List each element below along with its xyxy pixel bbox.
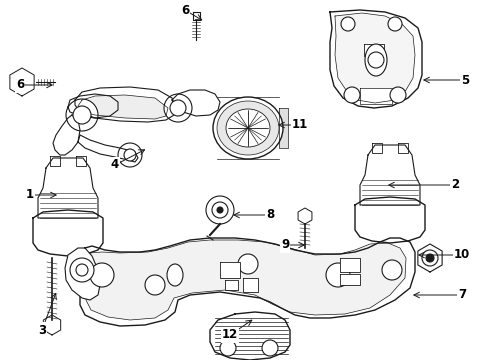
Polygon shape <box>339 274 359 285</box>
Text: 12: 12 <box>222 328 238 342</box>
Polygon shape <box>76 156 86 166</box>
Circle shape <box>205 196 234 224</box>
Text: 6: 6 <box>181 4 189 17</box>
Polygon shape <box>172 90 220 116</box>
Polygon shape <box>53 115 80 155</box>
Circle shape <box>212 202 227 218</box>
Ellipse shape <box>167 264 183 286</box>
Polygon shape <box>78 135 138 162</box>
Text: 10: 10 <box>453 248 469 261</box>
Polygon shape <box>279 108 287 148</box>
Polygon shape <box>38 158 98 218</box>
Circle shape <box>66 99 98 131</box>
Polygon shape <box>75 87 176 122</box>
Polygon shape <box>359 145 419 205</box>
Polygon shape <box>43 315 61 335</box>
Circle shape <box>367 52 383 68</box>
Text: 6: 6 <box>16 78 24 91</box>
Polygon shape <box>78 95 168 119</box>
Polygon shape <box>68 94 118 118</box>
Text: 3: 3 <box>38 324 46 337</box>
Circle shape <box>170 100 185 116</box>
Circle shape <box>118 143 142 167</box>
Text: 9: 9 <box>280 238 288 252</box>
Polygon shape <box>298 208 311 224</box>
Text: 7: 7 <box>457 288 465 302</box>
Circle shape <box>70 258 94 282</box>
Text: 5: 5 <box>460 73 468 86</box>
Polygon shape <box>224 280 238 290</box>
Circle shape <box>389 87 405 103</box>
Circle shape <box>90 263 114 287</box>
Circle shape <box>325 263 349 287</box>
Circle shape <box>217 207 223 213</box>
Circle shape <box>76 264 88 276</box>
Polygon shape <box>354 197 424 243</box>
Circle shape <box>262 340 278 356</box>
Polygon shape <box>363 44 383 56</box>
Ellipse shape <box>213 97 283 159</box>
Circle shape <box>238 254 258 274</box>
Polygon shape <box>339 258 359 272</box>
Polygon shape <box>193 12 200 20</box>
Text: 11: 11 <box>291 118 307 131</box>
Polygon shape <box>209 312 289 360</box>
Polygon shape <box>65 248 100 300</box>
Polygon shape <box>397 143 407 153</box>
Circle shape <box>163 94 192 122</box>
Circle shape <box>145 275 164 295</box>
Circle shape <box>387 17 401 31</box>
Circle shape <box>425 254 433 262</box>
Polygon shape <box>10 68 34 96</box>
Text: 8: 8 <box>265 208 274 221</box>
Circle shape <box>73 106 91 124</box>
Circle shape <box>343 87 359 103</box>
Polygon shape <box>243 278 258 292</box>
Polygon shape <box>80 238 414 326</box>
Polygon shape <box>50 156 60 166</box>
Ellipse shape <box>217 101 279 155</box>
Circle shape <box>124 149 136 161</box>
Polygon shape <box>329 10 421 108</box>
Ellipse shape <box>225 109 269 147</box>
Polygon shape <box>86 240 405 320</box>
Text: 2: 2 <box>450 179 458 192</box>
Polygon shape <box>371 143 381 153</box>
Polygon shape <box>220 262 240 278</box>
Circle shape <box>421 250 437 266</box>
Circle shape <box>340 17 354 31</box>
Text: 4: 4 <box>111 158 119 171</box>
Polygon shape <box>33 210 103 256</box>
Circle shape <box>220 340 236 356</box>
Polygon shape <box>417 244 441 272</box>
Ellipse shape <box>364 44 386 76</box>
Text: 1: 1 <box>26 189 34 202</box>
Polygon shape <box>359 88 391 104</box>
Circle shape <box>381 260 401 280</box>
Polygon shape <box>334 13 414 103</box>
